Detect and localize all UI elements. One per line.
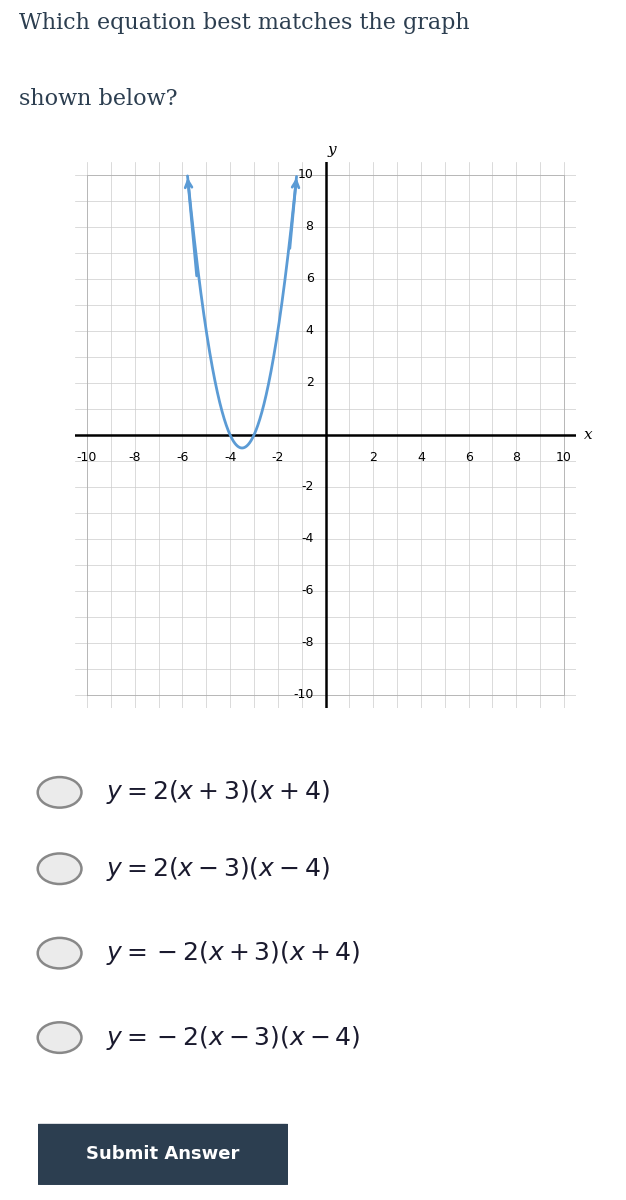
Text: Submit Answer: Submit Answer [86, 1145, 240, 1164]
Text: y: y [327, 143, 336, 157]
Text: -8: -8 [128, 450, 141, 463]
Text: 10: 10 [298, 168, 314, 181]
Text: $y = 2(x - 3)(x - 4)$: $y = 2(x - 3)(x - 4)$ [106, 854, 329, 883]
Text: $y = -2(x - 3)(x - 4)$: $y = -2(x - 3)(x - 4)$ [106, 1024, 360, 1051]
Text: 10: 10 [556, 450, 572, 463]
Text: 8: 8 [512, 450, 520, 463]
Text: -2: -2 [301, 480, 314, 493]
Text: -2: -2 [272, 450, 284, 463]
Text: -4: -4 [301, 533, 314, 546]
Circle shape [38, 938, 81, 968]
Text: 6: 6 [305, 272, 314, 286]
Text: Which equation best matches the graph: Which equation best matches the graph [19, 12, 469, 34]
Text: shown below?: shown below? [19, 88, 177, 110]
Text: $y = 2(x + 3)(x + 4)$: $y = 2(x + 3)(x + 4)$ [106, 779, 329, 806]
Circle shape [38, 853, 81, 884]
Circle shape [38, 778, 81, 808]
Text: -10: -10 [77, 450, 97, 463]
Text: -4: -4 [224, 450, 237, 463]
Text: 2: 2 [305, 377, 314, 390]
Circle shape [38, 1022, 81, 1052]
Text: 8: 8 [305, 221, 314, 234]
Text: -10: -10 [293, 689, 314, 702]
Text: x: x [584, 428, 593, 442]
Text: $y = -2(x + 3)(x + 4)$: $y = -2(x + 3)(x + 4)$ [106, 940, 360, 967]
Text: -8: -8 [301, 636, 314, 649]
Text: 2: 2 [369, 450, 377, 463]
Text: -6: -6 [301, 584, 314, 598]
FancyBboxPatch shape [30, 1124, 295, 1184]
Text: 6: 6 [464, 450, 473, 463]
Text: 4: 4 [305, 324, 314, 337]
Text: -6: -6 [177, 450, 188, 463]
Text: 4: 4 [417, 450, 425, 463]
